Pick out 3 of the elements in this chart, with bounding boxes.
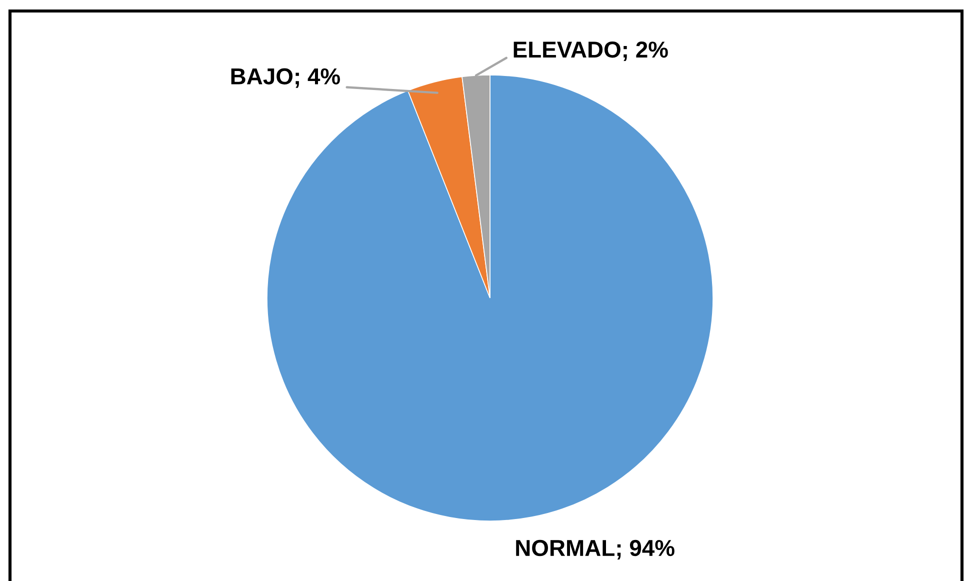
slice-label: BAJO; 4% bbox=[231, 68, 340, 88]
slice-label: ELEVADO; 2% bbox=[514, 42, 668, 62]
slice-label: NORMAL; 94% bbox=[516, 540, 674, 560]
